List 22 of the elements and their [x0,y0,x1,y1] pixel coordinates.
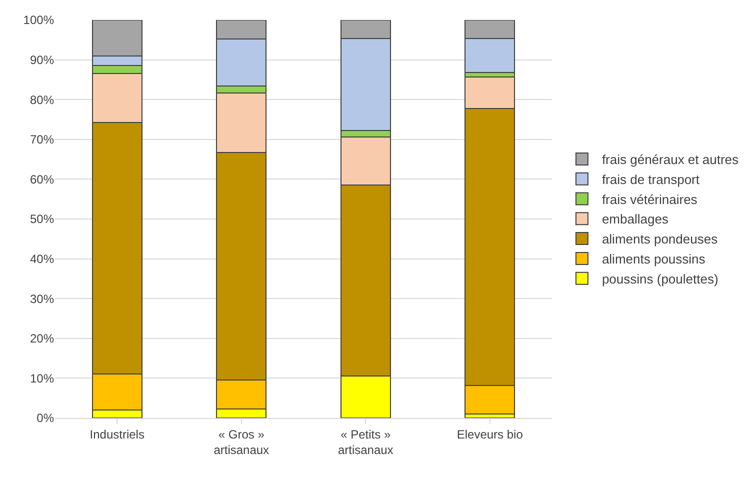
y-tick-label: 10% [30,371,54,386]
y-tick-label: 0% [36,411,54,426]
x-tick-label: « Gros » artisanaux [214,427,270,457]
y-tick-label: 50% [30,212,54,226]
legend-label: aliments pondeuses [602,232,718,247]
legend-label: frais vétérinaires [602,192,698,207]
y-tick-label: 60% [30,172,54,186]
y-tick-label: 20% [30,332,54,346]
y-tick-label: 30% [30,292,54,306]
x-tick-label: Industriels [90,427,144,442]
x-tick-label: Eleveurs bio [456,427,524,442]
y-tick-label: 40% [30,252,54,266]
legend-label: aliments poussins [602,252,706,267]
y-tick-label: 70% [30,132,54,147]
legend-label: poussins (poulettes) [602,271,718,286]
y-tick-label: 80% [30,92,54,107]
legend-label: frais généraux et autres [602,152,740,168]
legend-label: frais de transport [602,172,700,187]
legend-label: emballages [602,212,669,227]
y-tick-label: 90% [30,53,54,67]
x-tick-label: « Petits » artisanaux [338,427,394,457]
y-tick-label: 100% [23,13,54,28]
